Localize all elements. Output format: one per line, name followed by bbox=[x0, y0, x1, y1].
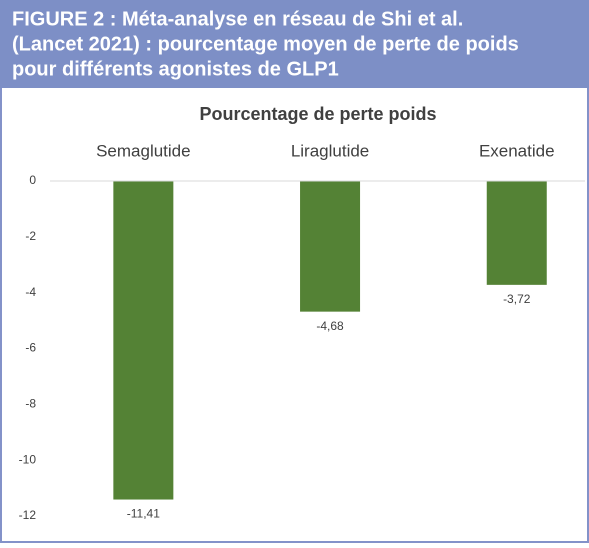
value-label: -3,72 bbox=[503, 292, 531, 306]
chart-title: Pourcentage de perte poids bbox=[199, 104, 436, 124]
x-tick-label: Semaglutide bbox=[96, 141, 191, 160]
header-line: (Lancet 2021) : pourcentage moyen de per… bbox=[12, 33, 519, 55]
bar bbox=[113, 181, 174, 500]
x-tick-label: Liraglutide bbox=[291, 141, 369, 160]
y-tick-label: -10 bbox=[19, 452, 37, 466]
x-tick-label: Exenatide bbox=[479, 141, 555, 160]
y-tick-label: -6 bbox=[25, 341, 36, 355]
value-label: -11,41 bbox=[127, 507, 160, 521]
header-band bbox=[0, 0, 589, 88]
header-line: pour différents agonistes de GLP1 bbox=[12, 58, 339, 80]
y-tick-label: -8 bbox=[25, 397, 36, 411]
bar bbox=[486, 181, 547, 285]
header-line: FIGURE 2 : Méta-analyse en réseau de Shi… bbox=[12, 8, 463, 30]
y-tick-label: -4 bbox=[25, 285, 36, 299]
bar bbox=[300, 181, 361, 312]
y-tick-label: 0 bbox=[29, 173, 36, 187]
y-tick-label: -2 bbox=[25, 229, 36, 243]
value-label: -4,68 bbox=[316, 319, 344, 333]
y-tick-label: -12 bbox=[19, 508, 37, 522]
